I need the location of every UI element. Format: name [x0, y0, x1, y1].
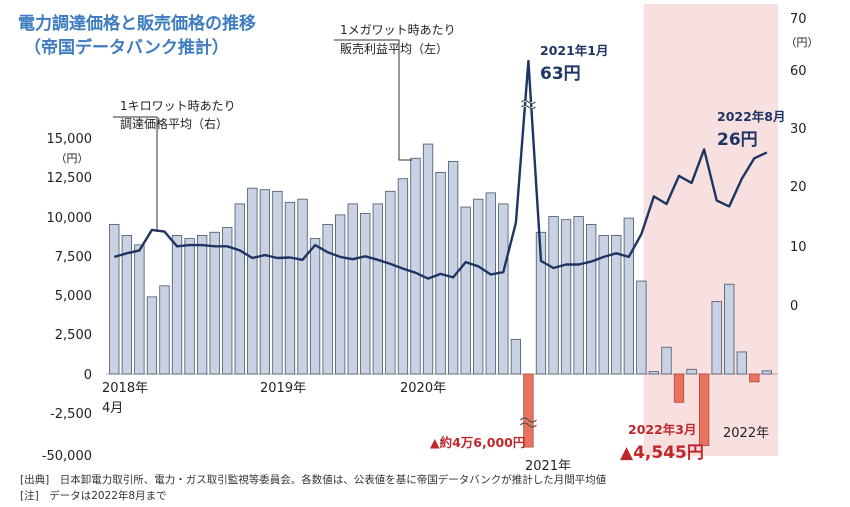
bar — [385, 190, 396, 375]
bar — [548, 216, 559, 375]
axis-break-bar — [520, 417, 537, 428]
bar-negative — [749, 373, 760, 383]
bar — [611, 234, 622, 375]
axis-break-line — [521, 99, 536, 110]
bar — [711, 301, 722, 375]
shaded-period — [643, 4, 778, 456]
bar-series-label: 販売利益平均（左） — [340, 41, 448, 56]
bar — [485, 192, 496, 375]
bar — [422, 143, 434, 375]
left-tick-label: 2,500 — [55, 328, 92, 343]
bar — [623, 217, 634, 375]
title-subtitle: （帝国データバンク推計） — [24, 38, 229, 58]
bar — [184, 238, 195, 375]
bar-negative — [523, 373, 534, 448]
left-tick-label: 12,500 — [47, 171, 93, 186]
bar — [309, 238, 321, 375]
bar — [171, 234, 183, 375]
bar — [209, 231, 220, 375]
x-label-2018: 2018年 — [102, 381, 148, 396]
bar — [360, 212, 371, 375]
right-tick-label: 70 — [790, 12, 807, 27]
line-series-label: 1キロワット時あたり — [120, 99, 236, 113]
bar — [272, 190, 283, 375]
line-series — [113, 59, 768, 280]
footer-source: [出典] 日本卸電力取引所、電力・ガス取引監視等委員会。各数値は、公表値を基に帝… — [20, 474, 607, 486]
footer-note: [注] データは2022年8月まで — [20, 490, 167, 502]
left-tick-label: -50,000 — [42, 449, 92, 464]
callout-value: ▲約4万6,000円 — [430, 435, 525, 450]
bar — [661, 346, 672, 375]
bar — [736, 351, 747, 375]
title-main: 電力調達価格と販売価格の推移 — [18, 14, 256, 34]
callout-value: ▲4,545円 — [620, 443, 704, 463]
bar — [284, 201, 296, 375]
bar — [196, 234, 208, 375]
right-tick-label: 30 — [790, 122, 807, 137]
right-axis-unit: （円） — [786, 36, 819, 49]
bar — [347, 203, 358, 375]
chart: 15,000 12,500 10,000 7,500 5,000 2,500 0 -2,500… — [42, 4, 819, 470]
left-tick-label: 5,000 — [55, 289, 92, 304]
x-label-2022: 2022年 — [723, 426, 769, 441]
bar — [146, 296, 158, 375]
bar — [686, 368, 697, 375]
bar — [498, 203, 509, 375]
left-tick-label: -2,500 — [50, 407, 92, 422]
callout-value: 26円 — [717, 130, 758, 150]
bar-series-label: 1メガワット時あたり — [340, 23, 456, 37]
bar — [460, 206, 471, 375]
x-label-month: 4月 — [102, 401, 123, 416]
bar — [222, 227, 233, 375]
bar — [247, 187, 258, 375]
bar — [560, 219, 572, 375]
bar-series-leader — [334, 39, 412, 161]
right-tick-label: 0 — [790, 299, 798, 314]
x-label-2020: 2020年 — [400, 381, 446, 396]
right-tick-label: 10 — [790, 240, 807, 255]
bar — [410, 157, 421, 375]
bar — [109, 223, 120, 375]
right-tick-label: 60 — [790, 64, 807, 79]
bar — [473, 198, 484, 375]
left-tick-label: 10,000 — [47, 211, 93, 226]
bar — [573, 216, 584, 375]
bar — [121, 234, 132, 375]
bar — [648, 371, 660, 375]
bar-negative — [673, 373, 685, 403]
bar — [636, 280, 647, 375]
bar — [447, 160, 459, 375]
callout-date: 2022年3月 — [628, 422, 697, 437]
left-tick-label: 7,500 — [55, 250, 92, 265]
bar — [510, 338, 522, 375]
bar — [535, 231, 547, 375]
bar — [761, 370, 773, 375]
callout-value: 63円 — [540, 64, 581, 84]
footer: [出典] 日本卸電力取引所、電力・ガス取引監視等委員会。各数値は、公表値を基に帝… — [20, 472, 606, 504]
line-series-leader — [113, 116, 158, 232]
bar-negative — [698, 373, 710, 446]
right-tick-label: 20 — [790, 180, 807, 195]
left-tick-label: 0 — [84, 368, 92, 383]
bar — [397, 178, 409, 375]
x-label-2021: 2021年 — [525, 459, 571, 470]
chart-title: 電力調達価格と販売価格の推移 （帝国データバンク推計） — [18, 12, 256, 60]
bar — [724, 283, 735, 375]
bar — [322, 223, 333, 375]
left-tick-label: 15,000 — [47, 132, 93, 147]
bar — [598, 234, 609, 375]
bar — [134, 244, 145, 375]
bar — [159, 285, 170, 375]
line-series-label: 調達価格平均（右） — [120, 116, 228, 131]
bar — [372, 203, 383, 375]
bar — [234, 203, 245, 375]
bar — [335, 214, 346, 375]
callout-date: 2021年1月 — [540, 43, 609, 58]
bar — [586, 223, 597, 375]
x-label-2019: 2019年 — [260, 381, 306, 396]
callout-date: 2022年8月 — [717, 109, 786, 124]
left-axis-unit: （円） — [56, 152, 89, 165]
bar — [297, 198, 308, 375]
bar — [259, 189, 271, 375]
